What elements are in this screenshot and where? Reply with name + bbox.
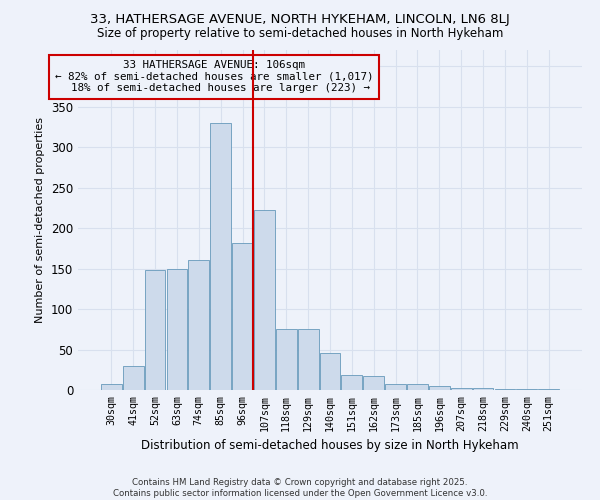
Bar <box>145 270 166 390</box>
Bar <box>429 386 450 390</box>
Bar <box>167 268 187 390</box>
Bar <box>210 123 231 390</box>
Bar <box>123 366 143 390</box>
Bar <box>451 388 472 390</box>
Bar <box>188 260 209 390</box>
Bar <box>254 210 275 390</box>
Y-axis label: Number of semi-detached properties: Number of semi-detached properties <box>35 117 46 323</box>
Bar <box>473 388 493 390</box>
Bar <box>517 389 537 390</box>
Text: Size of property relative to semi-detached houses in North Hykeham: Size of property relative to semi-detach… <box>97 28 503 40</box>
Bar <box>101 384 122 390</box>
Bar <box>298 330 319 390</box>
Bar <box>364 376 384 390</box>
Text: 33 HATHERSAGE AVENUE: 106sqm
← 82% of semi-detached houses are smaller (1,017)
 : 33 HATHERSAGE AVENUE: 106sqm ← 82% of se… <box>55 60 373 94</box>
X-axis label: Distribution of semi-detached houses by size in North Hykeham: Distribution of semi-detached houses by … <box>141 439 519 452</box>
Bar <box>341 376 362 390</box>
Bar <box>276 330 296 390</box>
Bar <box>494 389 515 390</box>
Text: 33, HATHERSAGE AVENUE, NORTH HYKEHAM, LINCOLN, LN6 8LJ: 33, HATHERSAGE AVENUE, NORTH HYKEHAM, LI… <box>90 12 510 26</box>
Bar <box>538 389 559 390</box>
Bar <box>385 384 406 390</box>
Bar <box>407 384 428 390</box>
Bar <box>320 353 340 390</box>
Text: Contains HM Land Registry data © Crown copyright and database right 2025.
Contai: Contains HM Land Registry data © Crown c… <box>113 478 487 498</box>
Bar <box>232 242 253 390</box>
